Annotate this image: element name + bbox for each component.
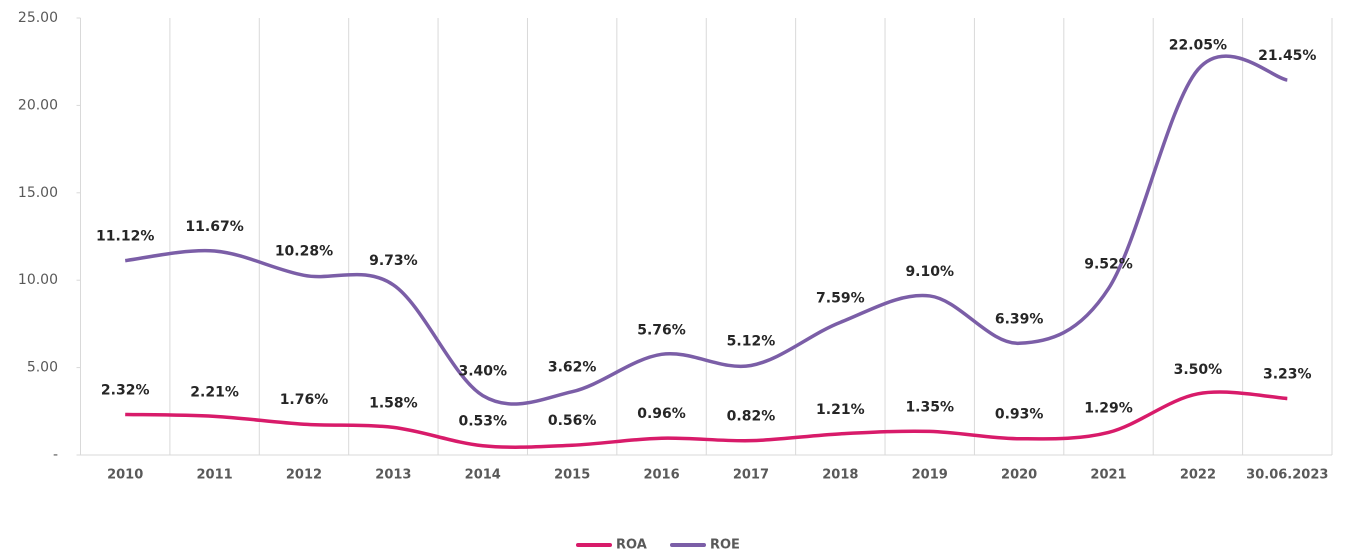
data-label: 11.67%	[185, 219, 243, 235]
x-tick-label: 2019	[912, 468, 948, 483]
y-tick-label: -	[53, 447, 58, 463]
data-label: 2.32%	[101, 382, 150, 398]
data-label: 9.52%	[1084, 257, 1133, 273]
data-label: 3.23%	[1263, 367, 1312, 383]
data-label: 0.56%	[548, 413, 597, 429]
data-label: 9.10%	[905, 264, 954, 280]
legend-label: ROA	[616, 538, 647, 553]
x-tick-label: 2016	[643, 468, 679, 483]
data-label: 2.21%	[190, 384, 239, 400]
x-tick-label: 2018	[822, 468, 858, 483]
line	[125, 54, 1288, 406]
data-label: 1.58%	[369, 395, 418, 411]
x-tick-label: 2012	[286, 468, 322, 483]
x-tick-label: 2013	[375, 468, 411, 483]
x-tick-label: 2022	[1180, 468, 1216, 483]
x-tick-label: 2014	[465, 468, 501, 483]
data-label: 1.76%	[280, 392, 329, 408]
data-label: 1.29%	[1084, 400, 1133, 416]
y-tick-label: 20.00	[18, 97, 58, 113]
data-label: 10.28%	[275, 243, 333, 259]
data-label: 11.12%	[96, 229, 154, 245]
data-label: 21.45%	[1258, 48, 1316, 64]
line	[125, 390, 1288, 449]
x-tick-label: 30.06.2023	[1246, 468, 1328, 483]
data-label: 5.76%	[637, 322, 686, 338]
data-label: 0.53%	[458, 414, 507, 430]
data-label: 6.39%	[995, 311, 1044, 327]
data-label: 7.59%	[816, 290, 865, 306]
x-tick-label: 2015	[554, 468, 590, 483]
data-label: 0.93%	[995, 407, 1044, 423]
x-tick-label: 2021	[1090, 468, 1126, 483]
y-tick-label: 25.00	[18, 10, 58, 26]
x-tick-label: 2020	[1001, 468, 1037, 483]
data-label: 22.05%	[1169, 38, 1227, 54]
data-label: 1.21%	[816, 402, 865, 418]
y-tick-label: 10.00	[18, 272, 58, 288]
x-tick-label: 2010	[107, 468, 143, 483]
data-label: 9.73%	[369, 253, 418, 269]
data-label: 1.35%	[905, 399, 954, 415]
x-tick-label: 2017	[733, 468, 769, 483]
data-label: 0.96%	[637, 406, 686, 422]
y-tick-label: 15.00	[18, 185, 58, 201]
y-tick-label: 5.00	[27, 360, 58, 376]
x-tick-label: 2011	[196, 468, 232, 483]
data-label: 5.12%	[727, 334, 776, 350]
data-label: 3.40%	[458, 364, 507, 380]
data-label: 3.50%	[1174, 362, 1223, 378]
legend-label: ROE	[710, 538, 740, 553]
data-label: 3.62%	[548, 360, 597, 376]
data-label: 0.82%	[727, 409, 776, 425]
